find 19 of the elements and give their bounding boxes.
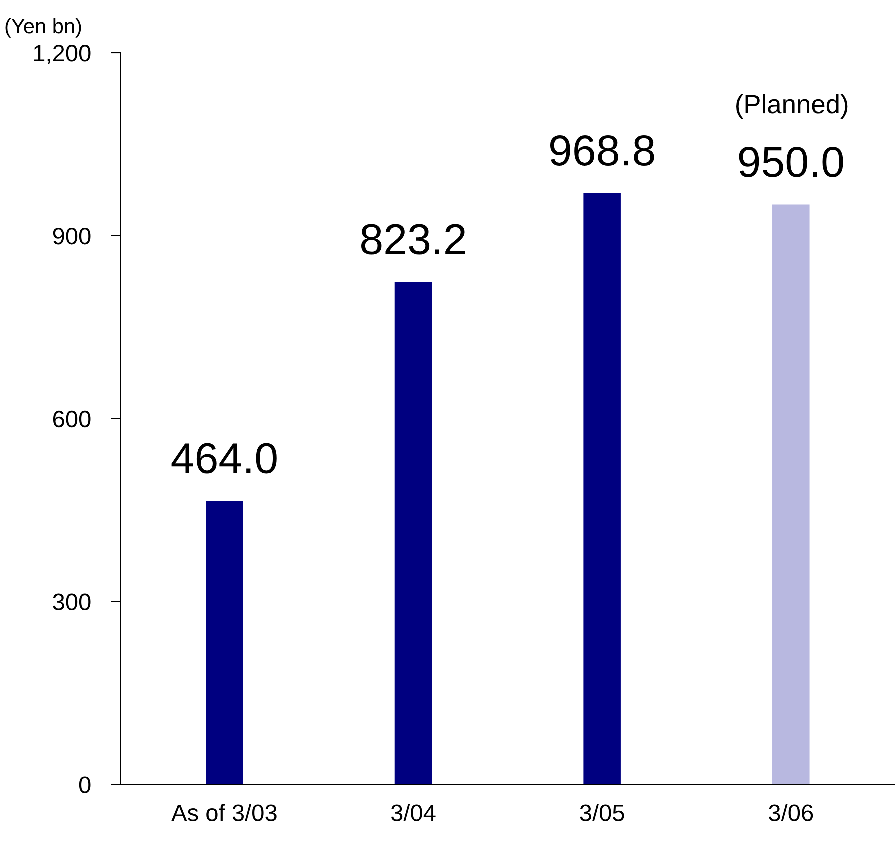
x-tick-label: As of 3/03 (172, 804, 277, 822)
y-tick-label: 0 (79, 776, 91, 794)
data-label: 464.0 (172, 443, 277, 474)
data-label: 950.0 (739, 146, 844, 178)
y-tick-label: 300 (53, 594, 91, 611)
x-tick-label: 3/05 (580, 804, 624, 822)
data-label: 968.8 (550, 136, 654, 166)
data-label: 823.2 (362, 224, 466, 255)
x-tick-label: 3/04 (391, 804, 436, 822)
y-tick-label: 900 (53, 228, 91, 245)
bar (584, 193, 621, 785)
bar (206, 501, 244, 785)
x-tick-label: 3/06 (769, 804, 814, 822)
y-tick-label: 1,200 (34, 45, 91, 65)
bar (772, 204, 810, 785)
y-tick-label: 600 (53, 410, 91, 428)
annotation: (Planned) (736, 94, 848, 119)
bar (394, 282, 432, 785)
y-axis-title: (Yen bn) (6, 18, 82, 38)
